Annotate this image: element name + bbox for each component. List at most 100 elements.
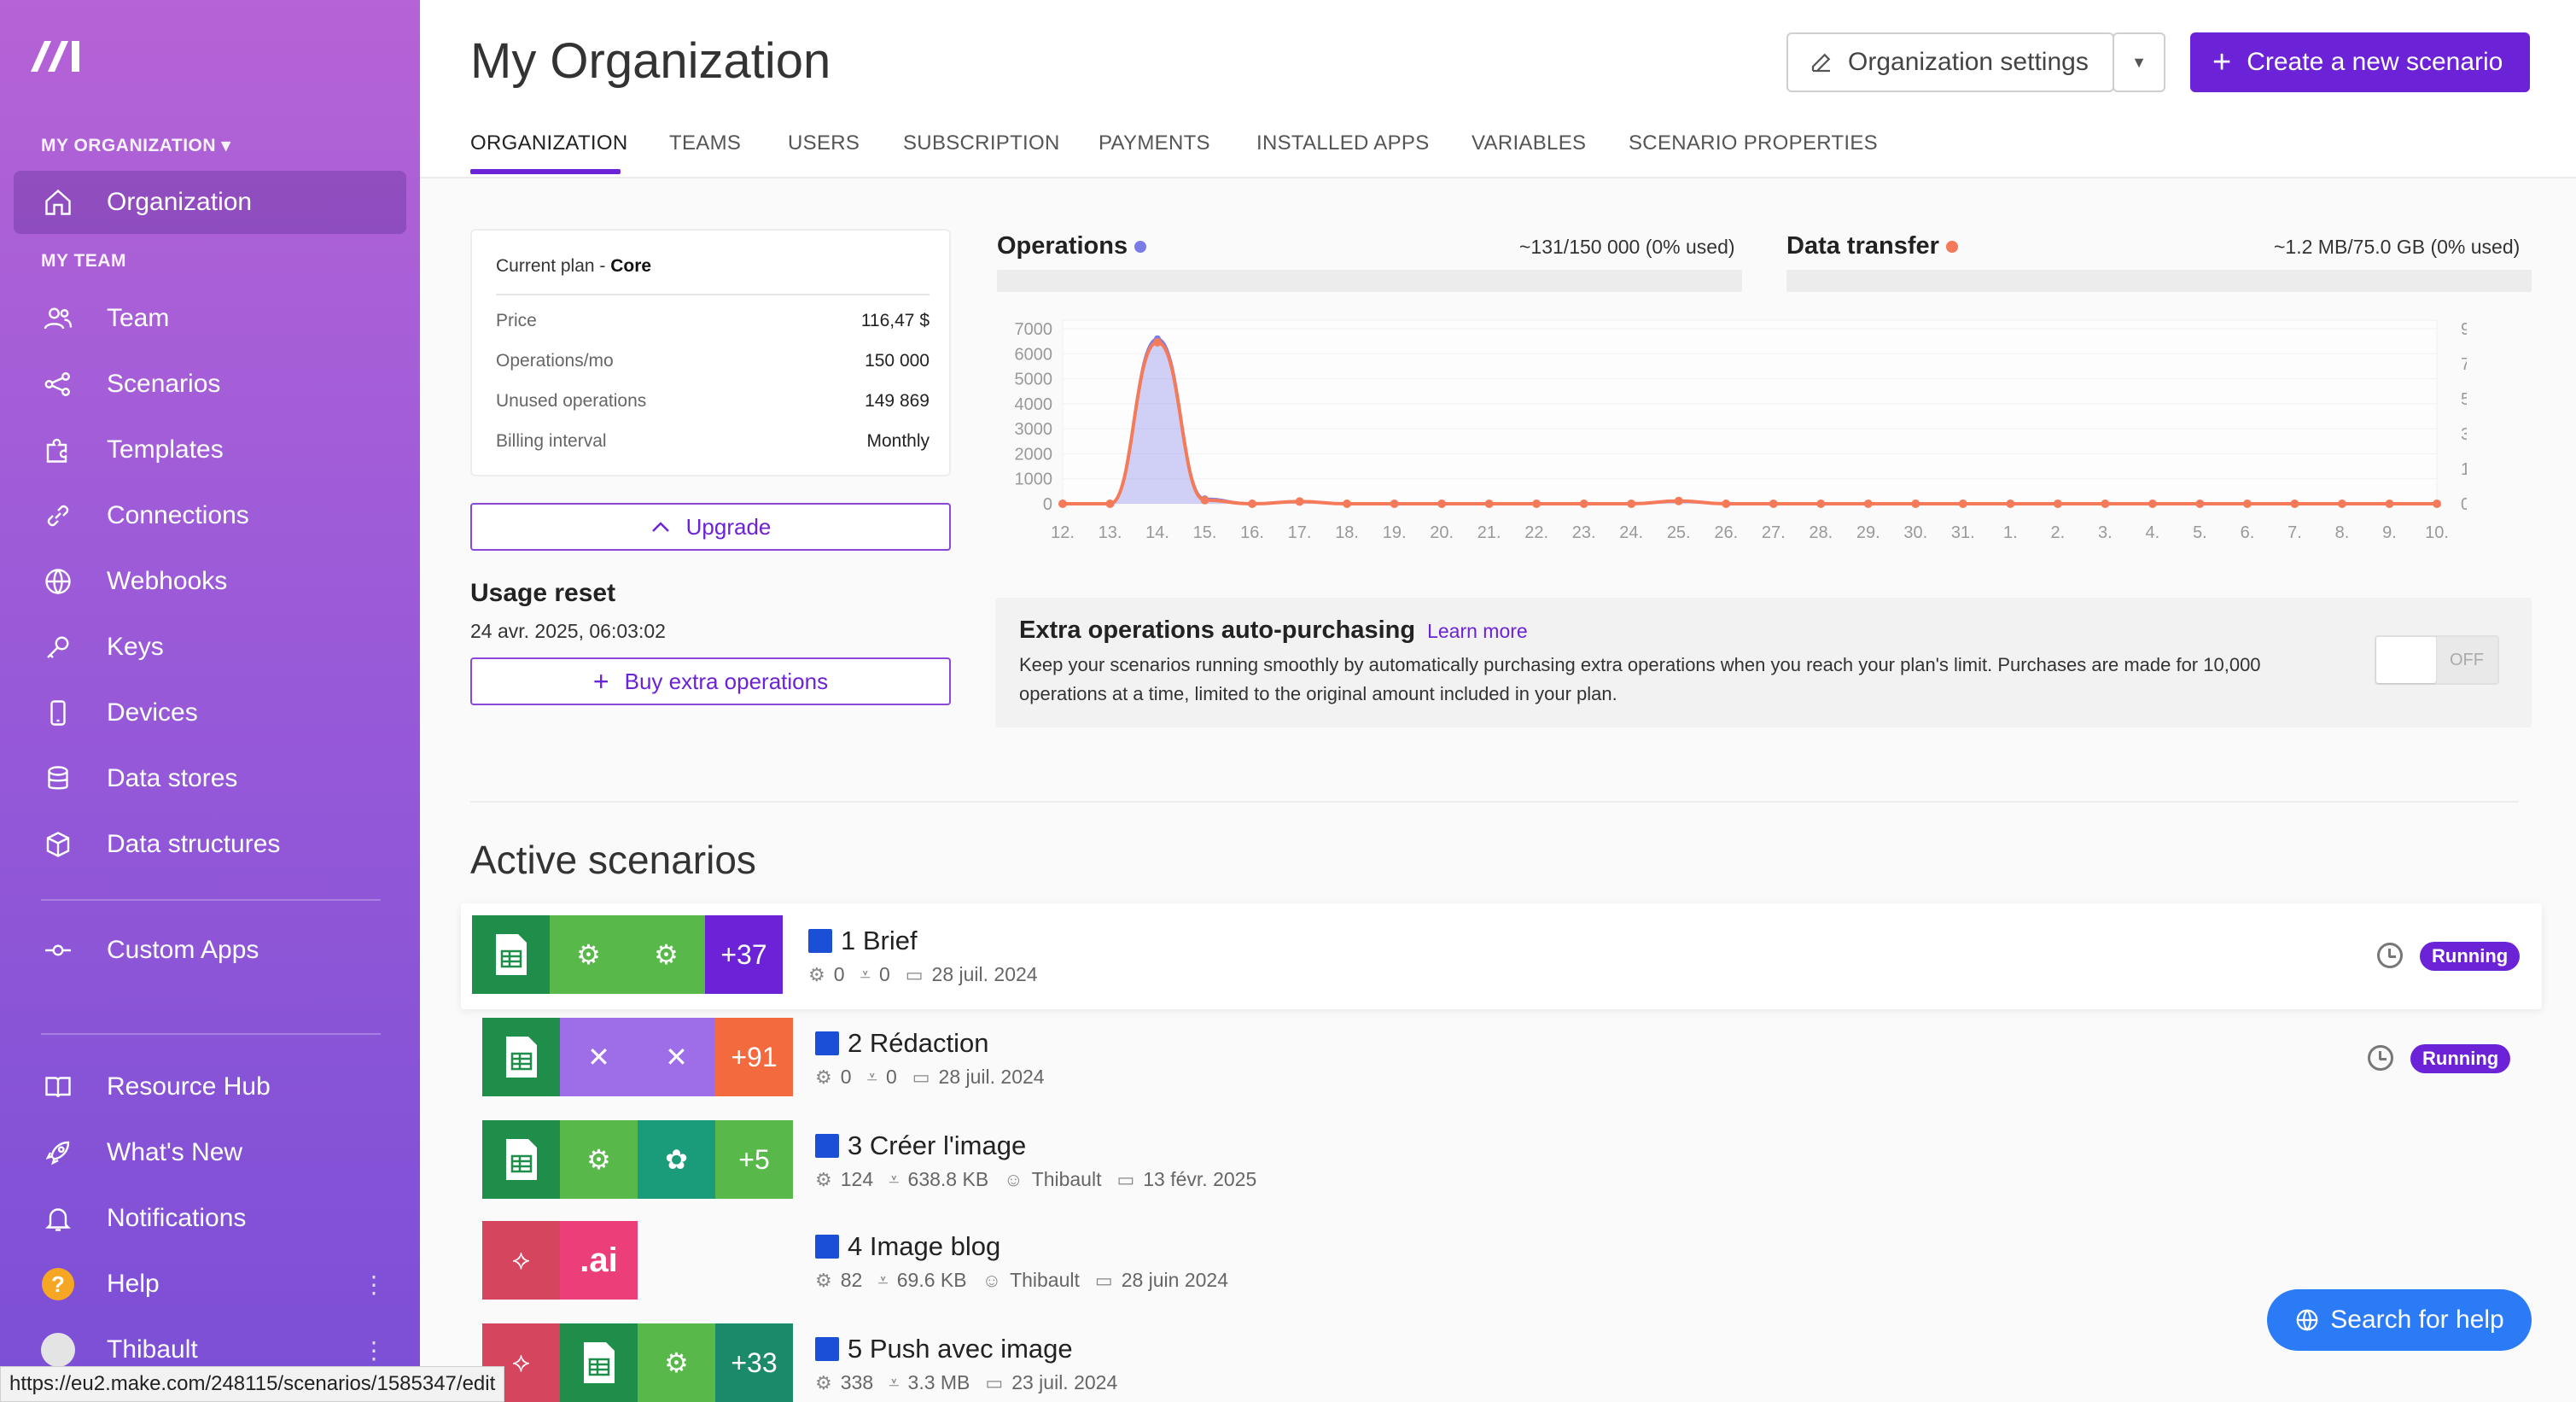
learn-more-link[interactable]: Learn more [1427, 620, 1528, 642]
scenario-row[interactable]: ✕ ✕ +91 2 Rédaction ⚙ 0 ⩡ 0 ▭ 28 juil. 2024… [461, 1006, 2542, 1112]
create-scenario-button[interactable]: + Create a new scenario [2190, 32, 2530, 92]
organization-settings-button[interactable]: Organization settings [1786, 32, 2114, 92]
sidebar: MY ORGANIZATION ▾ Organization MY TEAM T… [0, 0, 420, 1402]
empty-module-slot [638, 1221, 715, 1300]
scenario-name[interactable]: 3 Créer l'image [815, 1130, 1026, 1161]
tab-users[interactable]: USERS [788, 131, 860, 155]
sidebar-item-resource-hub[interactable]: Resource Hub [14, 1055, 406, 1119]
data-transfer-point [1816, 499, 1826, 508]
tab-payments[interactable]: PAYMENTS [1099, 131, 1210, 155]
data-transfer-point [2053, 499, 2062, 508]
data-transfer-point [2433, 499, 2441, 508]
extra-operations-title: Extra operations auto-purchasing Learn mo… [1019, 616, 1528, 644]
data-transfer-point [1532, 499, 1542, 508]
sidebar-item-data-structures[interactable]: Data structures [14, 813, 406, 876]
tab-variables[interactable]: VARIABLES [1472, 131, 1587, 155]
scenario-row[interactable]: ⟡ .ai 4 Image blog ⚙ 82 ⩡ 69.6 KB ☺ Thibaul… [461, 1209, 2542, 1315]
data-transfer-point [2148, 499, 2157, 508]
sidebar-item-label: Team [107, 304, 170, 332]
organization-settings-dropdown[interactable]: ▼ [2113, 32, 2165, 92]
globe-icon [41, 564, 75, 599]
x-tick-label: 31. [1951, 523, 1975, 542]
tab-organization[interactable]: ORGANIZATION [470, 131, 628, 155]
status-bar-url: https://eu2.make.com/248115/scenarios/15… [0, 1366, 505, 1402]
more-vertical-icon[interactable]: ⋮ [362, 1336, 386, 1364]
more-vertical-icon[interactable]: ⋮ [362, 1271, 386, 1298]
schedule-clock-icon[interactable] [2377, 943, 2403, 968]
chevron-up-icon [650, 520, 671, 534]
scenario-meta: ⚙ 338 ⩡ 3.3 MB ▭ 23 juil. 2024 [815, 1371, 1118, 1393]
scenario-name[interactable]: 4 Image blog [815, 1231, 1000, 1262]
data-transfer-icon: ⩡ [889, 1168, 900, 1190]
sidebar-divider [41, 899, 381, 901]
x-tick-label: 27. [1762, 523, 1786, 542]
more-modules-count: +91 [715, 1018, 793, 1096]
sidebar-item-help[interactable]: ? Help ⋮ [14, 1253, 406, 1316]
sidebar-item-profile[interactable]: Thibault ⋮ [14, 1318, 406, 1382]
sidebar-item-notifications[interactable]: Notifications [14, 1187, 406, 1250]
sidebar-item-connections[interactable]: Connections [14, 484, 406, 547]
sidebar-item-label: Scenarios [107, 370, 221, 398]
sidebar-item-devices[interactable]: Devices [14, 681, 406, 745]
more-modules-count: +5 [715, 1120, 793, 1199]
sidebar-item-keys[interactable]: Keys [14, 616, 406, 679]
upgrade-button[interactable]: Upgrade [470, 503, 951, 551]
home-icon [41, 185, 75, 219]
sidebar-item-team[interactable]: Team [14, 287, 406, 350]
scenario-name[interactable]: 2 Rédaction [815, 1028, 988, 1059]
buy-extra-operations-button[interactable]: + Buy extra operations [470, 657, 951, 705]
usage-chart: 7000 6000 5000 4000 3000 2000 1000 0 95.4 MB 76.3… [1015, 319, 2467, 542]
tab-installed-apps[interactable]: INSTALLED APPS [1256, 131, 1430, 155]
org-section-label[interactable]: MY ORGANIZATION ▾ [41, 136, 231, 155]
scenario-row[interactable]: ⚙ ⚙ +37 1 Brief ⚙ 0 ⩡ 0 ▭ 28 juil. 2024 Run… [461, 903, 2542, 1009]
sidebar-item-whats-new[interactable]: What's New [14, 1121, 406, 1184]
scenario-row[interactable]: ⟡ ⚙ +33 5 Push avec image ⚙ 338 ⩡ 3.3 MB ▭… [461, 1311, 2542, 1402]
x-tick-label: 2. [2051, 523, 2066, 542]
tab-teams[interactable]: TEAMS [669, 131, 742, 155]
user-icon: ☺ [982, 1269, 1002, 1291]
sidebar-item-label: Templates [107, 435, 224, 464]
google-sheets-icon [482, 1018, 560, 1096]
sidebar-item-data-stores[interactable]: Data stores [14, 747, 406, 810]
data-transfer-point [1484, 499, 1494, 508]
tab-subscription[interactable]: SUBSCRIPTION [903, 131, 1060, 155]
make-logo[interactable] [29, 32, 89, 79]
x-tick-label: 23. [1572, 523, 1596, 542]
data-transfer-point [2242, 499, 2252, 508]
x-tick-label: 15. [1193, 523, 1217, 542]
user-icon: ☺ [1004, 1168, 1023, 1190]
sidebar-item-custom-apps[interactable]: Custom Apps [14, 919, 406, 982]
scenario-row[interactable]: ⚙ ✿ +5 3 Créer l'image ⚙ 124 ⩡ 638.8 KB ☺ T… [461, 1108, 2542, 1214]
data-transfer-point [2385, 499, 2394, 508]
calendar-icon: ▭ [1094, 1269, 1113, 1291]
data-transfer-point [1295, 497, 1304, 506]
search-for-help-button[interactable]: Search for help [2267, 1289, 2532, 1351]
active-scenarios-title: Active scenarios [470, 838, 756, 882]
schedule-clock-icon[interactable] [2368, 1045, 2393, 1071]
google-sheets-icon [472, 915, 550, 994]
auto-purchase-toggle[interactable]: OFF [2375, 635, 2499, 685]
sidebar-item-scenarios[interactable]: Scenarios [14, 353, 406, 416]
scenario-name[interactable]: 1 Brief [808, 926, 918, 956]
sidebar-item-label: Webhooks [107, 567, 228, 595]
sidebar-item-organization[interactable]: Organization [14, 171, 406, 234]
device-icon [41, 696, 75, 730]
scenario-name[interactable]: 5 Push avec image [815, 1334, 1073, 1364]
x-tick-label: 20. [1430, 523, 1454, 542]
scenario-modules: ⟡ ⚙ +33 [482, 1323, 793, 1402]
current-plan-card: Current plan - Core Price 116,47 $ Operat… [470, 229, 951, 476]
tab-scenario-properties[interactable]: SCENARIO PROPERTIES [1629, 131, 1878, 155]
x-tick-label: 5. [2193, 523, 2207, 542]
sidebar-item-templates[interactable]: Templates [14, 418, 406, 482]
data-transfer-icon: ⩡ [889, 1371, 900, 1393]
folder-color-icon [808, 929, 832, 953]
sidebar-item-label: Help [107, 1270, 160, 1298]
x-tick-label: 28. [1809, 523, 1833, 542]
y-left-tick-label: 5000 [1015, 371, 1053, 389]
x-tick-label: 21. [1477, 523, 1501, 542]
page-title: My Organization [470, 33, 831, 89]
folder-color-icon [815, 1031, 839, 1055]
sidebar-item-webhooks[interactable]: Webhooks [14, 550, 406, 613]
sidebar-item-label: Resource Hub [107, 1072, 271, 1101]
plus-icon: + [2212, 44, 2232, 80]
